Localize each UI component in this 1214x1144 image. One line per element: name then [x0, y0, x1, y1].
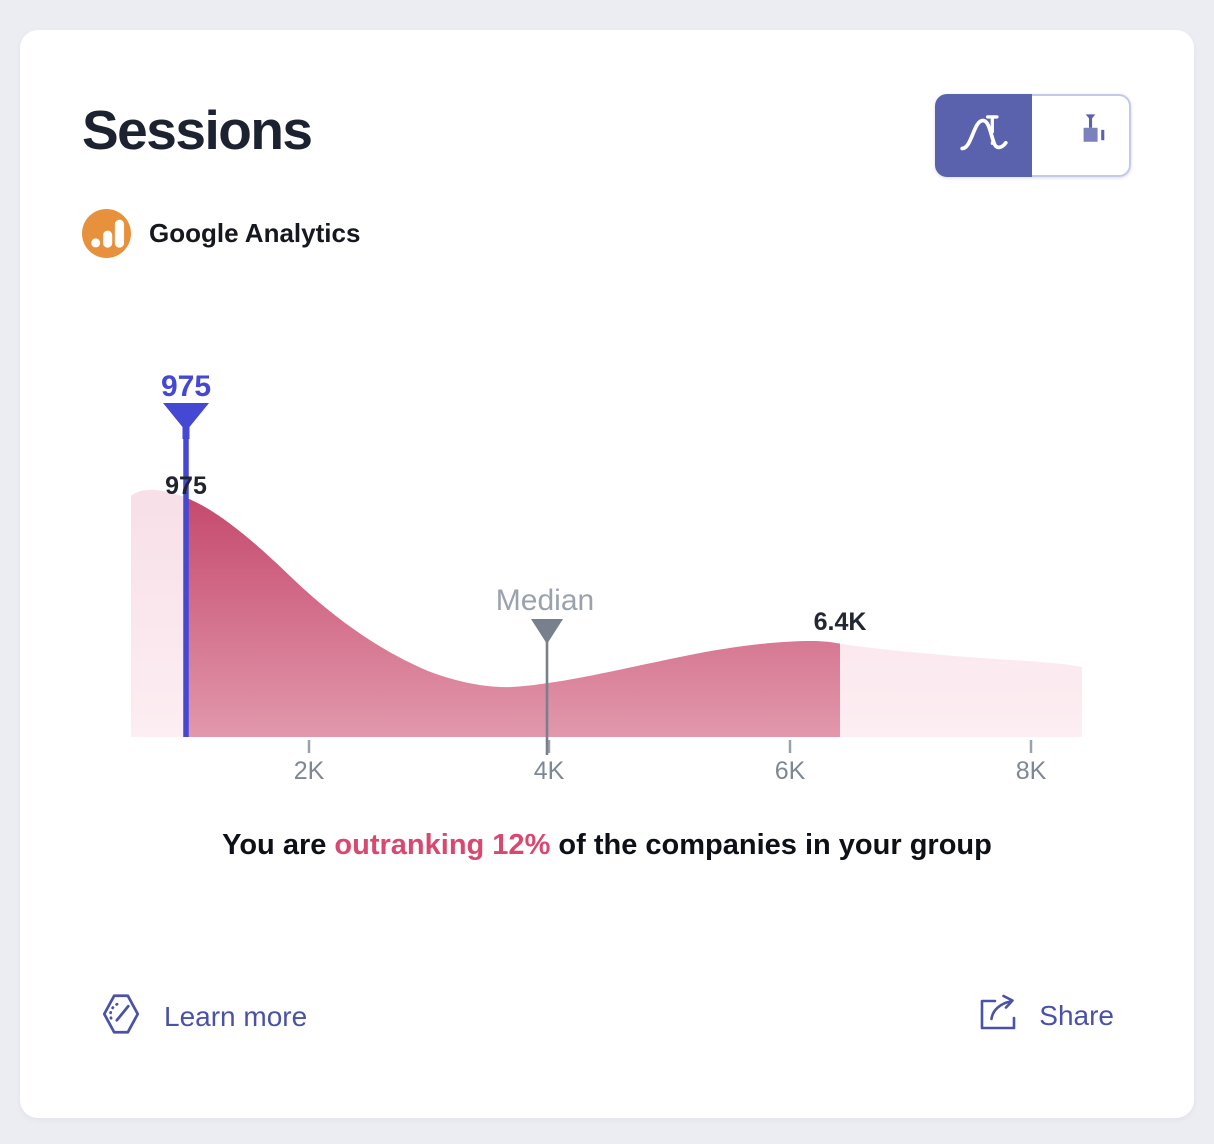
curve-value-label: 975: [165, 472, 207, 500]
distribution-chart: 2K 4K 6K 8K Median 975 975 6.4K: [131, 370, 1082, 785]
google-analytics-icon: [82, 209, 131, 258]
learn-more-label: Learn more: [164, 1000, 308, 1032]
sessions-benchmark-card: Sessions Google Analytics: [20, 30, 1194, 1118]
data-source: Google Analytics: [82, 209, 360, 258]
share-label: Share: [1039, 999, 1114, 1031]
percentile-line-icon: [1052, 105, 1110, 166]
your-value-marker: 975: [161, 370, 211, 737]
distribution-view-button[interactable]: [935, 94, 1032, 177]
statement-suffix: of the companies in your group: [550, 829, 992, 861]
highlight-end-label: 6.4K: [814, 608, 867, 636]
share-link[interactable]: Share: [974, 991, 1114, 1040]
x-tick-8k: 8K: [1016, 757, 1047, 785]
card-title: Sessions: [82, 99, 313, 161]
median-label: Median: [496, 584, 594, 617]
gauge-hexagon-icon: [98, 991, 144, 1042]
marker-funnel-icon: [163, 403, 209, 439]
statement-prefix: You are: [222, 829, 335, 861]
chart-view-toggle: [935, 94, 1131, 177]
your-value-label: 975: [161, 370, 211, 403]
x-tick-2k: 2K: [294, 757, 325, 785]
density-area-highlight: [184, 496, 840, 737]
outranking-statement: You are outranking 12% of the companies …: [20, 829, 1194, 862]
data-source-label: Google Analytics: [149, 218, 361, 248]
percentile-view-button[interactable]: [1032, 94, 1131, 177]
learn-more-link[interactable]: Learn more: [98, 991, 307, 1042]
x-axis-labels: 2K 4K 6K 8K: [294, 757, 1047, 785]
statement-highlight: outranking 12%: [334, 829, 551, 861]
distribution-curve-icon: [955, 105, 1013, 166]
x-tick-6k: 6K: [775, 757, 806, 785]
median-triangle-icon: [531, 619, 563, 644]
x-tick-4k: 4K: [534, 757, 565, 785]
median-marker: Median: [496, 584, 594, 755]
x-axis: [307, 740, 1033, 753]
share-icon: [974, 991, 1024, 1040]
